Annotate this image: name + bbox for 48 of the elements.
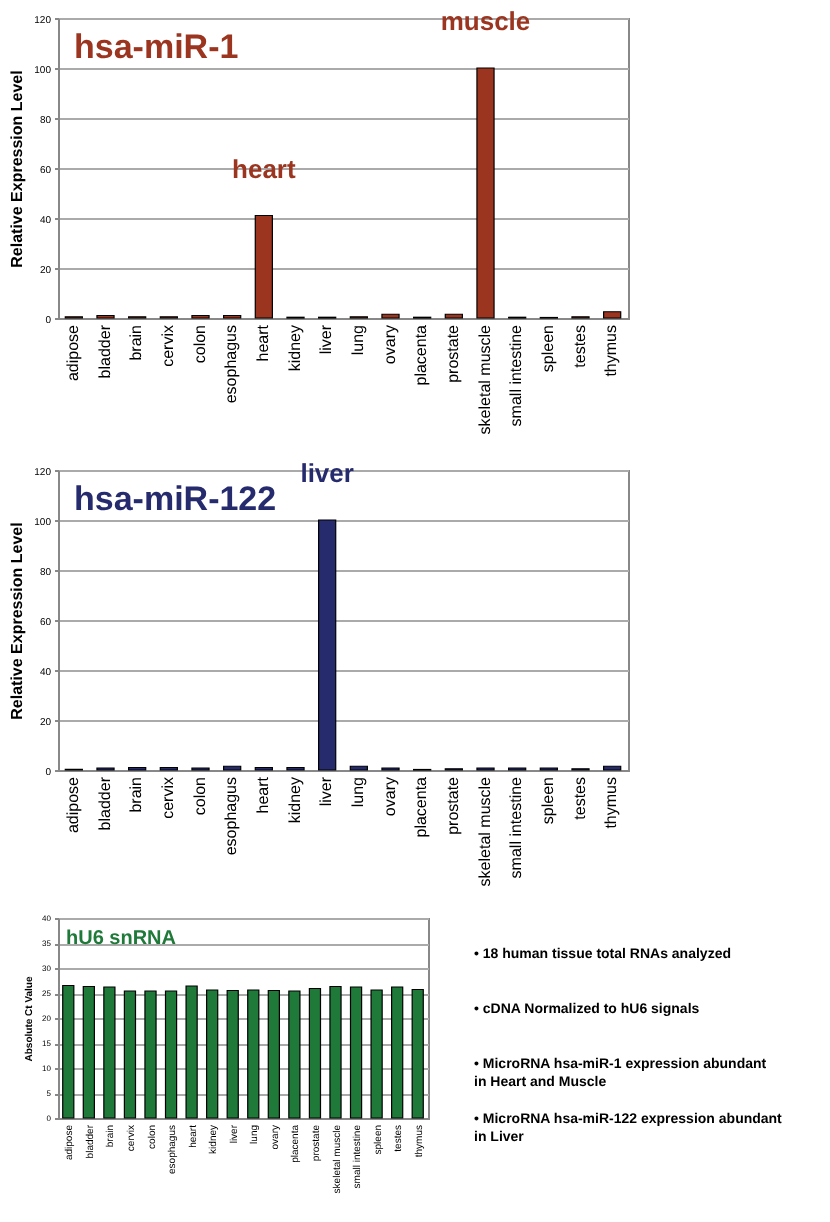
x-tick-label: heart: [253, 775, 272, 814]
chart-title: hsa-miR-122: [74, 480, 277, 518]
chart-title: hsa-miR-1: [74, 28, 239, 66]
x-tick-label: adipose: [63, 775, 82, 834]
x-tick-label: brain: [127, 777, 146, 813]
x-tick-label: lung: [348, 325, 367, 356]
x-tick-label: brain: [127, 325, 146, 361]
x-tick-label: thymus: [602, 777, 621, 829]
chart-title: hU6 snRNA: [66, 928, 177, 950]
annotation: liver: [300, 458, 354, 488]
bar: [476, 67, 495, 319]
x-tick-label: prostate: [443, 775, 462, 835]
x-tick-label: adipose: [63, 323, 82, 382]
x-tick-label: small intestine: [507, 323, 526, 427]
x-tick-label: kidney: [285, 777, 304, 824]
x-tick-label: skeletal muscle: [475, 323, 494, 435]
bar: [318, 519, 337, 771]
y-axis-title: Relative Expression Level: [8, 70, 27, 268]
x-tick-label: lung: [348, 777, 367, 808]
bar: [254, 214, 273, 319]
x-tick-label: esophagus: [222, 325, 241, 404]
x-tick-label: kidney: [285, 325, 304, 372]
x-tick-label: liver: [317, 776, 336, 807]
x-tick-label: cervix: [158, 777, 177, 819]
x-tick-label: placenta: [412, 323, 431, 386]
x-tick-label: colon: [190, 777, 209, 816]
x-tick-label: heart: [253, 323, 272, 362]
x-tick-label: colon: [190, 325, 209, 364]
x-tick-label: esophagus: [222, 777, 241, 856]
x-tick-label: liver: [317, 324, 336, 355]
x-tick-label: testes: [570, 777, 589, 820]
x-tick-label: skeletal muscle: [475, 775, 494, 887]
x-tick-label: placenta: [412, 775, 431, 838]
x-tick-label: spleen: [538, 777, 557, 825]
x-tick-label: small intestine: [507, 775, 526, 879]
y-axis-title: Relative Expression Level: [8, 522, 27, 720]
x-tick-label: testes: [570, 325, 589, 368]
bar: [603, 311, 622, 319]
x-tick-label: bladder: [95, 324, 114, 379]
x-tick-label: thymus: [602, 325, 621, 377]
x-tick-label: ovary: [380, 777, 399, 817]
x-tick-label: prostate: [443, 323, 462, 383]
x-tick-label: bladder: [95, 776, 114, 831]
x-tick-label: spleen: [538, 325, 557, 373]
annotation: muscle: [440, 6, 531, 36]
x-tick-label: ovary: [380, 325, 399, 365]
x-tick-label: cervix: [158, 325, 177, 367]
annotation: heart: [232, 153, 297, 184]
